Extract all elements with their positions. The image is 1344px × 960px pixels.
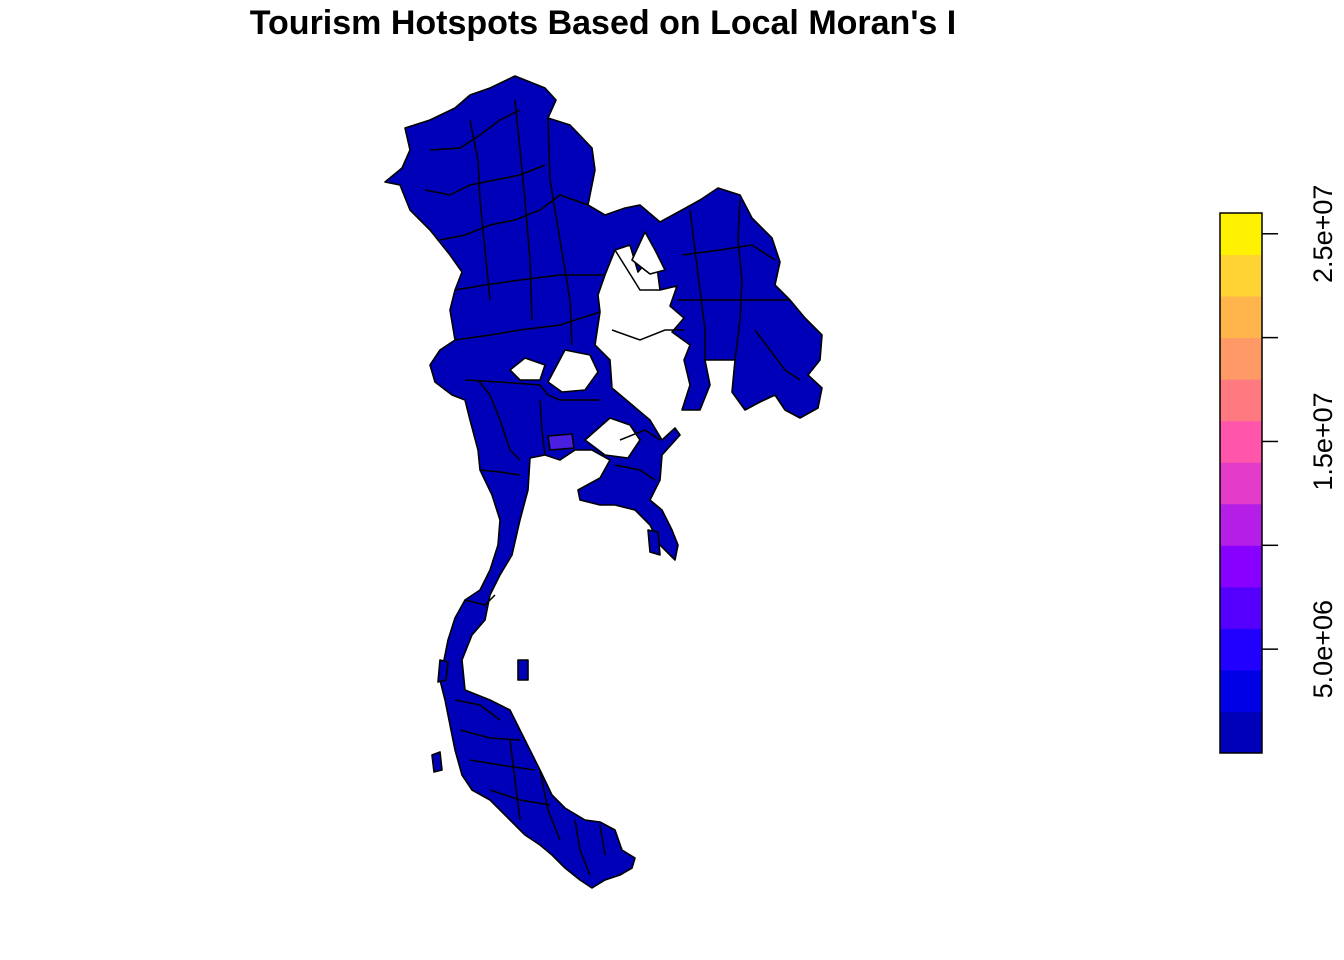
legend-bin-3 [1220, 586, 1262, 629]
legend-bin-2 [1220, 628, 1262, 671]
legend-frame [1219, 212, 1263, 754]
island-3[interactable] [431, 751, 443, 773]
legend-tick-label: 5.0e+06 [1308, 600, 1338, 698]
island-2[interactable] [437, 659, 449, 683]
gap-central-west [509, 357, 546, 381]
map-title: Tourism Hotspots Based on Local Moran's … [249, 4, 957, 42]
legend-bin-1 [1220, 669, 1262, 712]
thailand-outline[interactable] [384, 75, 823, 889]
legend-bin-7 [1220, 420, 1262, 463]
gap-central [547, 349, 599, 393]
thailand-map [384, 75, 823, 889]
legend-bin-8 [1220, 379, 1262, 422]
highlighted-province[interactable] [547, 433, 575, 451]
legend-bin-10 [1220, 296, 1262, 339]
legend-bin-6 [1220, 462, 1262, 505]
legend-bin-0 [1220, 711, 1262, 754]
province-boundaries [424, 99, 801, 876]
color-legend: 5.0e+06 1.5e+07 2.5e+07 [1219, 185, 1338, 754]
island-1[interactable] [517, 659, 529, 681]
legend-bin-11 [1220, 254, 1262, 297]
gap-east [584, 417, 641, 459]
legend-bin-5 [1220, 503, 1262, 546]
gap-north [631, 231, 666, 275]
island-4[interactable] [647, 529, 661, 556]
legend-bin-4 [1220, 545, 1262, 588]
legend-tick-label: 1.5e+07 [1308, 392, 1338, 490]
legend-tick-label: 2.5e+07 [1308, 185, 1338, 283]
legend-bin-12 [1220, 213, 1262, 256]
legend-bin-9 [1220, 337, 1262, 380]
